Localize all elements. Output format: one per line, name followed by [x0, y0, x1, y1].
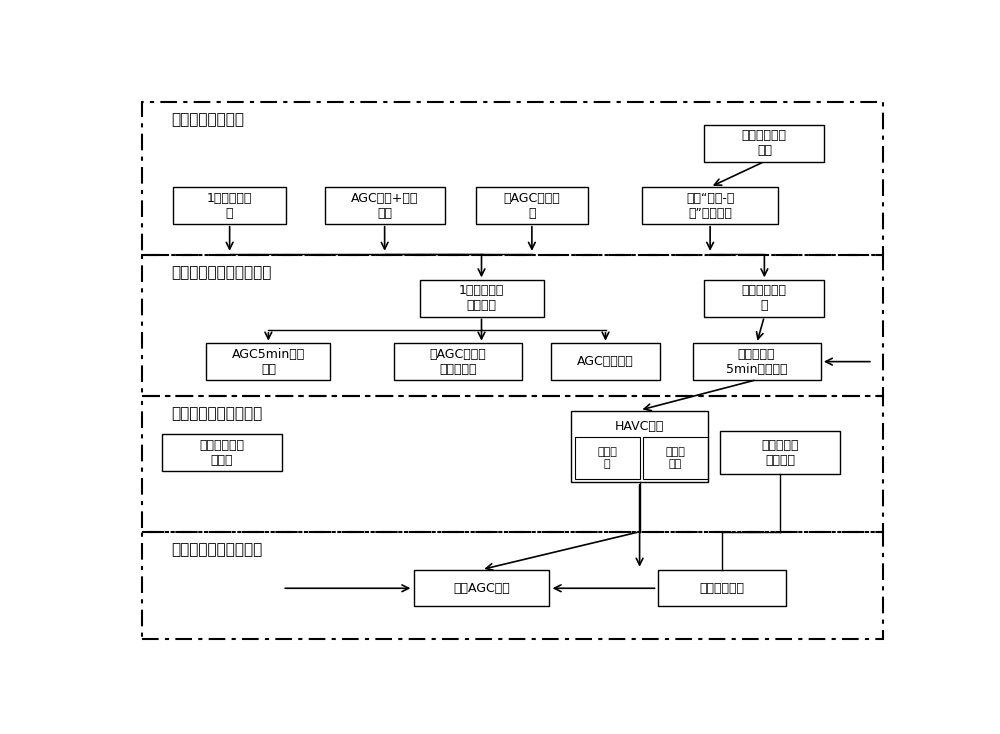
- Text: 非AGC机组小
时出力计划: 非AGC机组小 时出力计划: [430, 348, 487, 376]
- Bar: [551, 344, 660, 380]
- Text: 步骤二：发用电联合出清: 步骤二：发用电联合出清: [172, 265, 272, 280]
- Bar: [173, 187, 286, 224]
- Text: 负荷响应结果: 负荷响应结果: [699, 582, 744, 595]
- Text: HAVC响应: HAVC响应: [615, 421, 664, 433]
- Bar: [571, 411, 708, 482]
- Text: 非AGC机组报
价: 非AGC机组报 价: [504, 192, 560, 219]
- Bar: [142, 255, 883, 396]
- Text: 不可调负荷实
际用电: 不可调负荷实 际用电: [199, 439, 244, 467]
- Bar: [414, 570, 549, 606]
- Bar: [142, 102, 883, 255]
- Bar: [704, 280, 824, 316]
- Text: 其它热
负荷: 其它热 负荷: [665, 447, 685, 469]
- Text: 1小时负荷预
测: 1小时负荷预 测: [207, 192, 252, 219]
- Bar: [394, 344, 522, 380]
- Bar: [142, 396, 883, 531]
- Text: 实时AGC调节: 实时AGC调节: [453, 582, 510, 595]
- Bar: [206, 344, 330, 380]
- Text: 价格响应原始
曲线: 价格响应原始 曲线: [742, 129, 787, 158]
- Bar: [574, 437, 640, 479]
- Text: 变频空
调: 变频空 调: [597, 447, 617, 469]
- Text: 价格响应型
工业负荷: 价格响应型 工业负荷: [761, 439, 799, 467]
- Bar: [476, 187, 588, 224]
- Bar: [643, 437, 708, 479]
- Bar: [720, 432, 840, 474]
- Text: 步骤三：终端用户响应: 步骤三：终端用户响应: [172, 407, 263, 421]
- Text: 负荷响应期望
值: 负荷响应期望 值: [742, 284, 787, 313]
- Text: 代理“负荷-价
格”曲线拟合: 代理“负荷-价 格”曲线拟合: [686, 192, 734, 219]
- Bar: [325, 187, 445, 224]
- Text: 步骤四：实时功率平衡: 步骤四：实时功率平衡: [172, 542, 263, 557]
- Bar: [642, 187, 778, 224]
- Text: AGC5min调节
功率: AGC5min调节 功率: [232, 348, 305, 376]
- Text: 代理辖区内
5min实时电价: 代理辖区内 5min实时电价: [726, 348, 787, 376]
- Text: 步骤一：数据准备: 步骤一：数据准备: [172, 112, 244, 128]
- Bar: [693, 344, 821, 380]
- Bar: [658, 570, 786, 606]
- Bar: [142, 531, 883, 639]
- Bar: [162, 435, 282, 471]
- Bar: [420, 280, 544, 316]
- Text: AGC容量+能量
成本: AGC容量+能量 成本: [351, 192, 418, 219]
- Text: 1小时发用电
联合出清: 1小时发用电 联合出清: [459, 284, 504, 313]
- Bar: [704, 125, 824, 161]
- Text: AGC备用容量: AGC备用容量: [577, 355, 634, 368]
